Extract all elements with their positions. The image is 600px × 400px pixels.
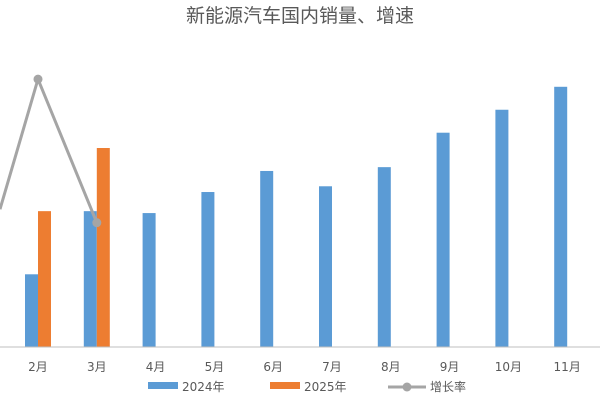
x-tick-label: 2月 (28, 360, 48, 374)
x-tick-label: 3月 (87, 360, 107, 374)
legend-label-2024年: 2024年 (182, 380, 225, 394)
growth-rate-line (0, 77, 99, 224)
bar-2024年-8月 (377, 167, 391, 347)
bar-2024年-10月 (495, 109, 509, 347)
plot-area (0, 74, 568, 347)
bar-2024年-7月 (319, 186, 332, 347)
growth-rate-point-1 (33, 74, 43, 84)
bar-2024年-5月 (201, 192, 215, 347)
bar-2024年-6月 (260, 170, 274, 347)
x-tick-label: 11月 (554, 360, 581, 374)
legend-swatch-2025年 (270, 382, 300, 389)
bar-2024年-3月 (83, 211, 97, 347)
x-tick-label: 9月 (440, 360, 460, 374)
x-tick-label: 8月 (381, 360, 401, 374)
legend-marker-growth-rate (402, 382, 412, 392)
bar-2025年-2月 (38, 211, 51, 347)
x-tick-label: 7月 (322, 360, 342, 374)
x-tick-label: 4月 (146, 360, 166, 374)
bar-2024年-2月 (25, 274, 38, 347)
x-tick-label: 10月 (495, 360, 522, 374)
legend-label-growth-rate: 增长率 (430, 379, 466, 394)
legend-label-2025年: 2025年 (304, 380, 347, 394)
x-tick-label: 6月 (263, 360, 283, 374)
growth-rate-point-2 (92, 218, 102, 228)
bar-2024年-11月 (554, 86, 568, 347)
legend-swatch-2024年 (148, 382, 178, 389)
bar-2025年-3月 (96, 148, 110, 347)
x-tick-label: 5月 (205, 360, 225, 374)
legend: 2024年 2025年 增长率 (148, 379, 466, 394)
bar-2024年-9月 (436, 132, 450, 347)
chart-title: 新能源汽车国内销量、增速 (186, 5, 414, 27)
bar-2024年-4月 (142, 213, 156, 347)
x-tick-labels: 2月 3月 4月 5月 6月 7月 8月 9月 10月 11月 (28, 360, 581, 374)
